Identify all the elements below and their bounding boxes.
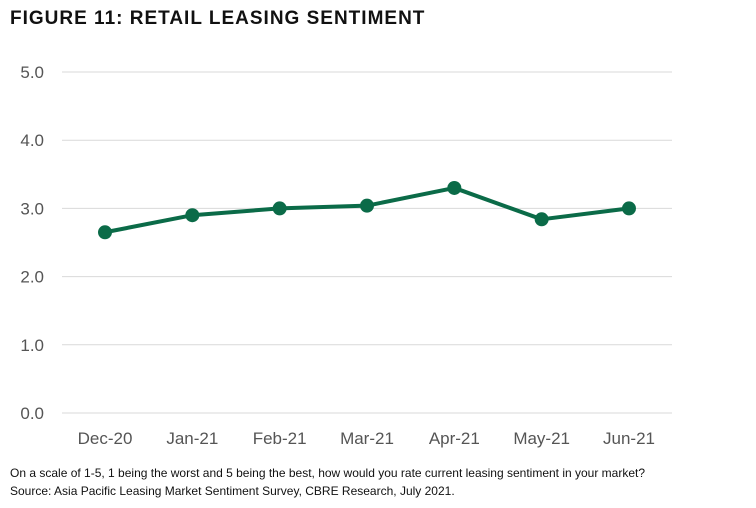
y-tick-label: 5.0 (20, 63, 44, 82)
gridlines (62, 71, 672, 414)
data-point (447, 180, 462, 195)
figure-title: FIGURE 11: RETAIL LEASING SENTIMENT (10, 8, 426, 29)
survey-question: On a scale of 1-5, 1 being the worst and… (10, 466, 646, 480)
y-tick-label: 4.0 (20, 131, 44, 150)
x-tick-label: Jan-21 (166, 429, 218, 448)
x-axis-tick-labels: Dec-20 Jan-21 Feb-21 Mar-21 Apr-21 May-21 Jun-… (78, 429, 655, 448)
data-point (185, 208, 200, 223)
y-tick-label: 1.0 (20, 336, 44, 355)
x-tick-label: Mar-21 (340, 429, 394, 448)
y-tick-label: 0.0 (20, 404, 44, 423)
y-tick-label: 3.0 (20, 199, 44, 218)
y-axis-tick-labels: 0.0 1.0 2.0 3.0 4.0 5.0 (20, 63, 44, 423)
x-tick-label: May-21 (513, 429, 570, 448)
data-point (360, 198, 374, 213)
data-point (622, 201, 636, 216)
x-tick-label: Jun-21 (603, 429, 655, 448)
data-point (272, 201, 287, 216)
data-point (534, 212, 549, 227)
source-note: Source: Asia Pacific Leasing Market Sent… (10, 484, 455, 498)
data-point (98, 225, 112, 240)
x-tick-label: Feb-21 (253, 429, 307, 448)
x-tick-label: Dec-20 (78, 429, 133, 448)
x-tick-label: Apr-21 (429, 429, 480, 448)
series-layer (98, 180, 636, 240)
y-tick-label: 2.0 (20, 268, 44, 287)
line-chart: 0.0 1.0 2.0 3.0 4.0 5.0 Dec-20 Jan-21 Feb-21 Mar… (20, 63, 672, 448)
